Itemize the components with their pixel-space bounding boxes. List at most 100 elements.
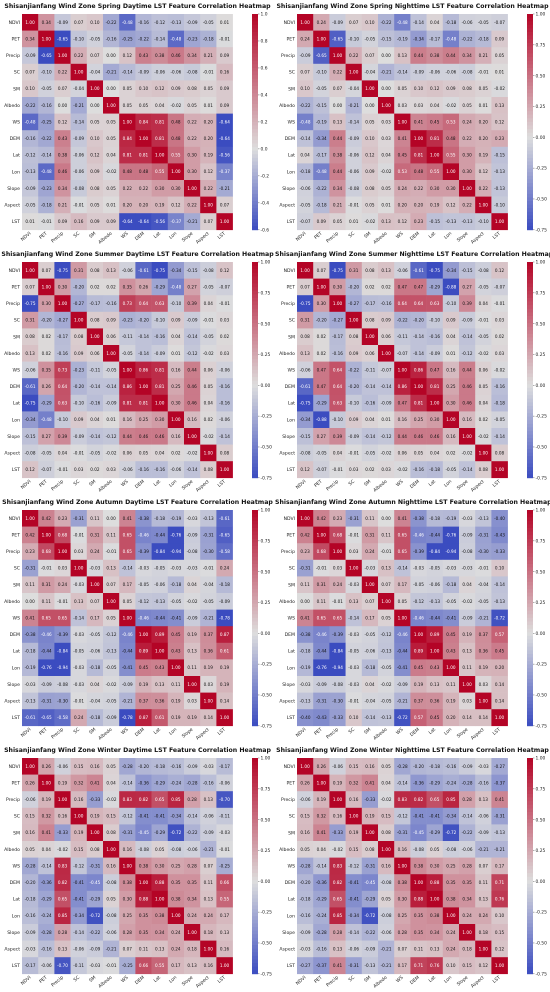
- cell-value-label: 0.17: [398, 582, 408, 587]
- cell-value-label: 0.13: [187, 963, 197, 968]
- cell-value-label: 0.12: [58, 119, 68, 124]
- heatmap-cell: [200, 14, 217, 31]
- cell-value-label: -0.09: [154, 351, 165, 356]
- colorbar-segment: [527, 183, 533, 188]
- heatmap-cell: [22, 543, 39, 561]
- cell-value-label: -0.16: [478, 780, 489, 785]
- cell-value-label: 0.05: [204, 384, 214, 389]
- cell-value-label: -0.27: [57, 318, 68, 323]
- heatmap-cell: [394, 361, 411, 379]
- cell-value-label: -0.43: [494, 532, 505, 537]
- heatmap-cell: [426, 345, 444, 362]
- heatmap-cell: [394, 890, 411, 908]
- cell-value-label: -0.34: [445, 814, 456, 819]
- cell-value-label: 0.17: [90, 615, 100, 620]
- heatmap-cell: [135, 841, 152, 858]
- colorbar-segment: [252, 351, 258, 356]
- heatmap-cell: [86, 163, 104, 181]
- heatmap-cell: [38, 940, 55, 958]
- x-tick-label: Lat: [428, 727, 438, 736]
- heatmap-cell: [361, 774, 379, 792]
- colorbar-segment: [527, 262, 533, 266]
- heatmap-cell: [184, 626, 201, 644]
- heatmap-cell: [459, 80, 476, 98]
- heatmap-cell: [442, 180, 460, 197]
- heatmap-cell: [491, 30, 508, 48]
- heatmap-cell: [70, 180, 88, 197]
- colorbar-segment: [527, 596, 533, 601]
- colorbar-segment: [527, 287, 533, 292]
- colorbar-segment: [252, 700, 258, 705]
- colorbar-segment: [252, 571, 258, 576]
- heatmap-cell: [200, 163, 217, 181]
- heatmap-cell: [103, 526, 120, 544]
- heatmap-cell: [86, 30, 104, 48]
- colorbar-segment: [252, 452, 258, 457]
- y-tick-label: LST: [287, 963, 295, 969]
- colorbar-segment: [527, 301, 533, 306]
- cell-value-label: 0.14: [479, 715, 489, 720]
- heatmap-cell: [70, 659, 88, 677]
- cell-value-label: 1.00: [123, 119, 133, 124]
- cell-value-label: -0.06: [57, 764, 68, 769]
- cell-value-label: 0.07: [365, 53, 375, 58]
- cell-value-label: 0.83: [398, 797, 408, 802]
- heatmap-cell: [410, 63, 427, 81]
- cell-value-label: -0.10: [170, 301, 181, 306]
- cell-value-label: -0.09: [25, 186, 36, 191]
- colorbar-segment: [527, 786, 533, 791]
- colorbar-tick-label: -0.25: [536, 910, 548, 916]
- heatmap-cell: [475, 559, 492, 577]
- cell-value-label: 0.81: [155, 136, 165, 141]
- heatmap-cell: [426, 576, 444, 594]
- cell-value-label: 1.00: [317, 284, 327, 289]
- y-tick-label: Precip: [281, 797, 295, 803]
- heatmap-cell: [394, 758, 411, 775]
- cell-value-label: -0.05: [429, 566, 440, 571]
- cell-value-label: 0.00: [381, 86, 391, 91]
- heatmap-cell: [38, 824, 55, 842]
- heatmap-cell: [184, 130, 201, 148]
- heatmap-cell: [410, 213, 427, 231]
- heatmap-cell: [103, 510, 120, 527]
- cell-value-label: 0.38: [430, 53, 440, 58]
- heatmap-cell: [459, 394, 476, 412]
- heatmap-cell: [200, 295, 217, 313]
- cell-value-label: -0.23: [41, 186, 52, 191]
- cell-value-label: 0.22: [187, 136, 197, 141]
- cell-value-label: -0.08: [25, 450, 36, 455]
- colorbar-segment: [527, 294, 533, 299]
- heatmap-cell: [86, 146, 104, 164]
- x-tick-label: Lon: [443, 975, 453, 985]
- heatmap-cell: [184, 345, 201, 362]
- cell-value-label: 0.16: [446, 367, 456, 372]
- cell-value-label: 0.65: [42, 615, 52, 620]
- colorbar-segment: [527, 707, 533, 712]
- heatmap-cell: [135, 659, 152, 677]
- heatmap-cell: [378, 791, 395, 809]
- heatmap-cell: [103, 63, 120, 81]
- colorbar-segment: [527, 402, 533, 407]
- y-tick-label: Precip: [6, 53, 20, 59]
- colorbar-segment: [252, 111, 258, 116]
- cell-value-label: 0.10: [414, 86, 424, 91]
- heatmap-cell: [459, 807, 476, 825]
- cell-value-label: -0.19: [300, 665, 311, 670]
- cell-value-label: 0.16: [58, 814, 68, 819]
- heatmap-cell: [151, 692, 169, 710]
- cell-value-label: -0.16: [219, 384, 230, 389]
- cell-value-label: 1.00: [365, 334, 375, 339]
- cell-value-label: 0.34: [42, 20, 52, 25]
- heatmap-cell: [329, 957, 346, 975]
- x-tick-label: Lon: [443, 727, 453, 737]
- heatmap-cell: [394, 278, 411, 296]
- heatmap-cell: [70, 311, 88, 329]
- heatmap-cell: [459, 874, 476, 892]
- cell-value-label: 0.35: [462, 880, 472, 885]
- heatmap-cell: [86, 428, 104, 445]
- heatmap-cell: [86, 130, 104, 148]
- y-tick-label: LST: [12, 219, 20, 225]
- cell-value-label: -0.39: [413, 549, 424, 554]
- heatmap-cell: [216, 113, 233, 131]
- heatmap-cell: [426, 278, 444, 296]
